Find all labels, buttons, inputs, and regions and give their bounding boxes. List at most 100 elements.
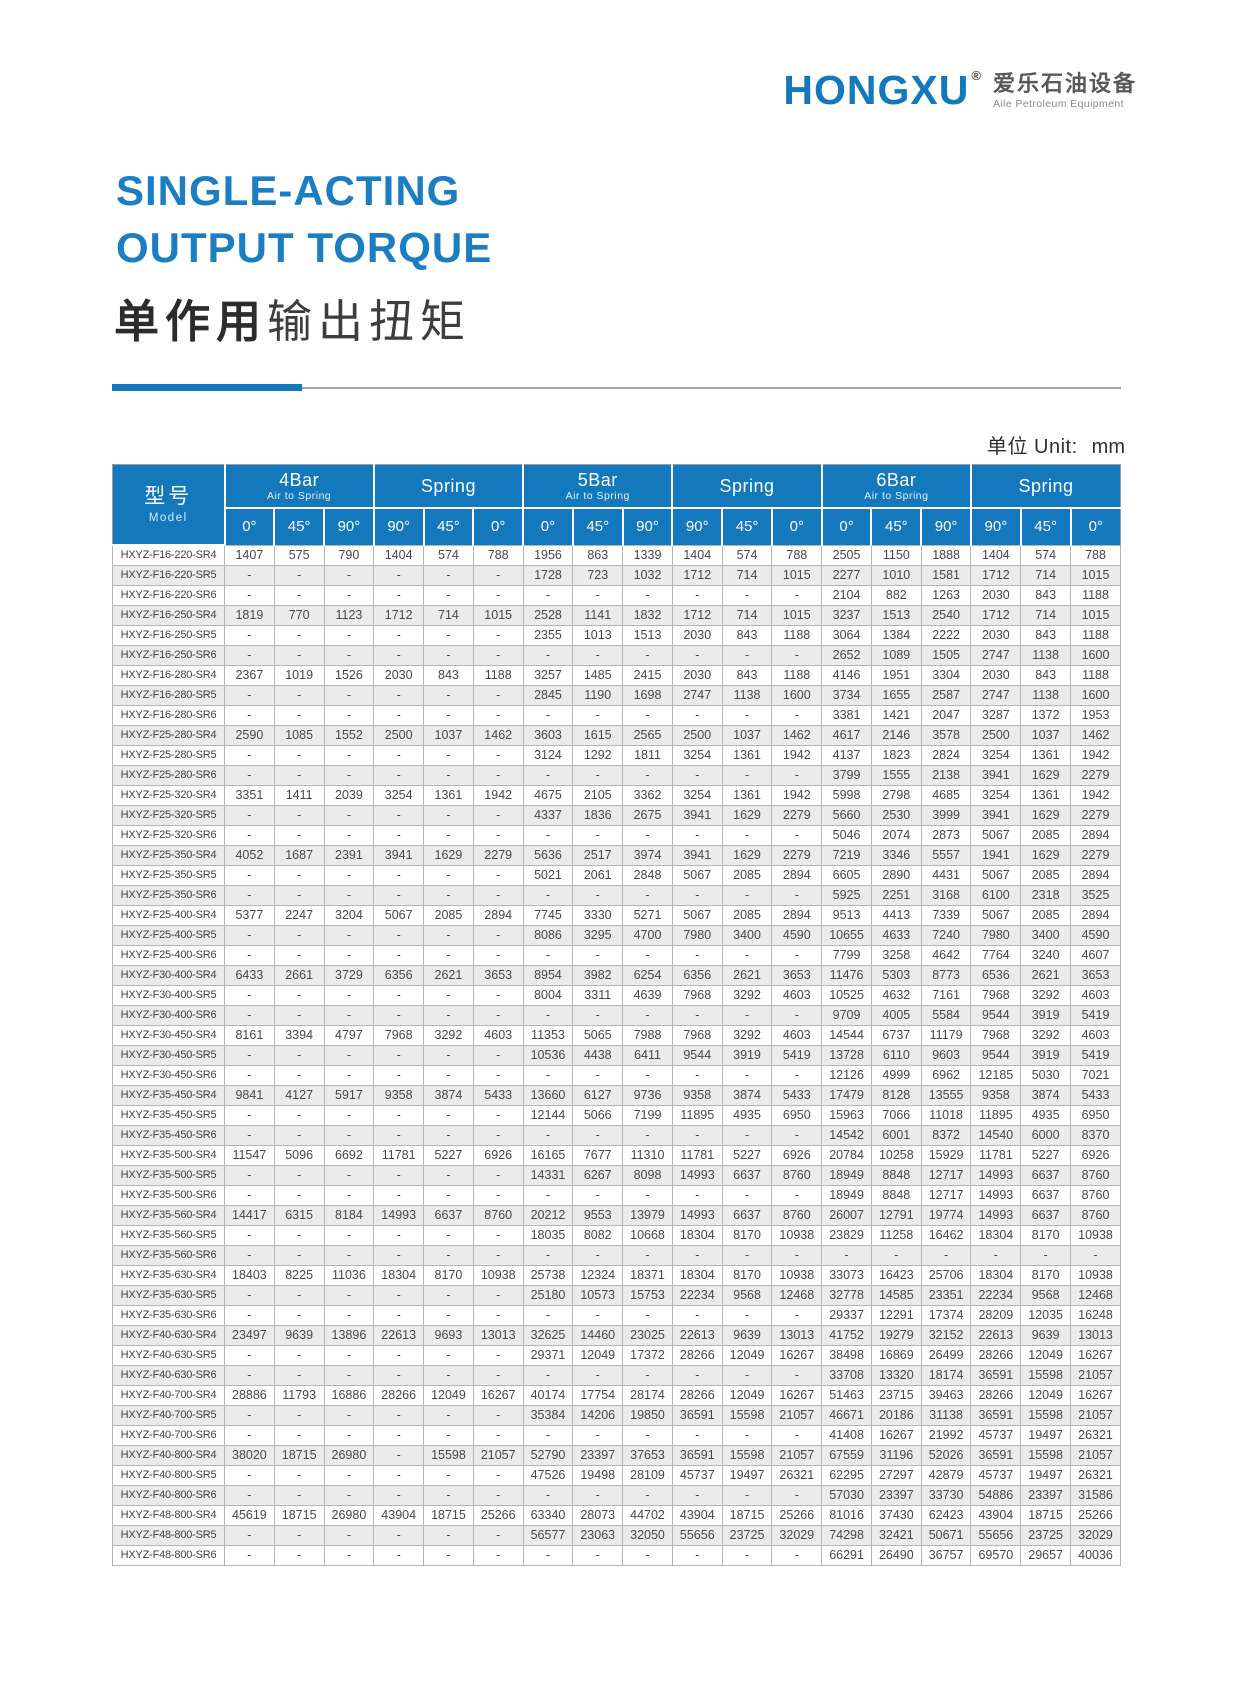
model-cell: HXYZ-F35-630-SR4	[112, 1265, 225, 1286]
value-cell: 13555	[920, 1085, 972, 1106]
value-cell: 2890	[870, 865, 922, 886]
value-cell: 714	[721, 605, 773, 626]
model-cell: HXYZ-F48-800-SR5	[112, 1525, 225, 1546]
value-cell: 13660	[522, 1085, 574, 1106]
value-cell: 2500	[970, 725, 1022, 746]
value-cell: -	[472, 685, 524, 706]
value-cell: 16869	[870, 1345, 922, 1366]
value-cell: -	[224, 765, 275, 786]
value-cell: -	[323, 865, 375, 886]
value-cell: -	[423, 1305, 474, 1326]
value-cell: -	[423, 765, 474, 786]
value-cell: 5419	[1070, 1045, 1121, 1066]
value-cell: 51463	[821, 1385, 872, 1406]
table-row: HXYZ-F16-280-SR5- - - - - -2845 1190 1698 2747 11…	[112, 685, 1121, 706]
value-cell: 1953	[1070, 705, 1121, 726]
value-cell: 12324	[572, 1265, 624, 1286]
value-cell: 25266	[472, 1505, 524, 1526]
page-title-cn-bold: 单作用	[114, 296, 268, 347]
value-cell: 3400	[721, 925, 773, 946]
value-cell: 4603	[1070, 985, 1121, 1006]
value-cell: 16267	[1070, 1345, 1121, 1366]
column-group-5-6bar: 6Bar Air to Spring	[820, 464, 972, 509]
value-cell: 18715	[1020, 1505, 1072, 1526]
unit-label: 单位 Unit:	[986, 436, 1078, 458]
value-cell: -	[671, 885, 723, 906]
degree-header: 0°	[472, 507, 525, 545]
value-cell: 2104	[821, 585, 872, 606]
value-cell: 63340	[522, 1505, 574, 1526]
value-cell: 12717	[920, 1185, 972, 1206]
value-cell: 2528	[522, 605, 574, 626]
value-cell: 11547	[224, 1145, 275, 1166]
value-cell: 28886	[224, 1385, 275, 1406]
model-cell: HXYZ-F25-400-SR6	[112, 945, 225, 966]
value-cell: 21057	[1070, 1365, 1121, 1386]
value-cell: 5227	[1020, 1145, 1072, 1166]
value-cell: -	[323, 885, 375, 906]
model-cell: HXYZ-F35-450-SR4	[112, 1085, 225, 1106]
value-cell: 12126	[821, 1065, 872, 1086]
value-cell: 44702	[622, 1505, 673, 1526]
value-cell: 23397	[572, 1445, 624, 1466]
value-cell: -	[224, 1125, 275, 1146]
model-cell: HXYZ-F48-800-SR6	[112, 1545, 225, 1566]
value-cell: 19497	[1020, 1465, 1072, 1486]
unit-note: 单位 Unit: mm	[987, 430, 1125, 459]
value-cell: 1037	[721, 725, 773, 746]
value-cell: 8170	[721, 1265, 773, 1286]
value-cell: 2085	[1020, 865, 1072, 886]
value-cell: 40174	[522, 1385, 574, 1406]
value-cell: -	[224, 1065, 275, 1086]
value-cell: -	[472, 985, 524, 1006]
value-cell: -	[472, 645, 524, 666]
table-row: HXYZ-F48-800-SR5- - - - - -56577 23063 32050 556…	[112, 1525, 1121, 1546]
value-cell: -	[273, 1545, 325, 1566]
value-cell: -	[323, 1125, 375, 1146]
value-cell: -	[224, 705, 275, 726]
table-row: HXYZ-F35-500-SR6- - - - - - - - - - - -18949 8848 127…	[112, 1185, 1121, 1206]
value-cell: -	[721, 645, 773, 666]
value-cell: -	[671, 1065, 723, 1086]
value-cell: 3254	[373, 785, 425, 806]
value-cell: 11036	[323, 1265, 375, 1286]
degree-header: 45°	[571, 507, 624, 545]
value-cell: 23725	[721, 1525, 773, 1546]
value-cell: 5303	[870, 965, 922, 986]
value-cell: 3653	[472, 965, 524, 986]
table-row: HXYZ-F35-560-SR6- - - - - - - - - - - - - - - - - -	[112, 1245, 1121, 1266]
value-cell: 14993	[970, 1165, 1022, 1186]
value-cell: 1421	[870, 705, 922, 726]
value-cell: 18304	[970, 1265, 1022, 1286]
value-cell: 23025	[622, 1325, 673, 1346]
model-cell: HXYZ-F40-800-SR4	[112, 1445, 225, 1466]
value-cell: -	[373, 1305, 425, 1326]
value-cell: -	[373, 1285, 425, 1306]
value-cell: 2873	[920, 825, 972, 846]
value-cell: 12291	[870, 1305, 922, 1326]
value-cell: 6100	[970, 885, 1022, 906]
value-cell: 4005	[870, 1005, 922, 1026]
value-cell: 18715	[273, 1445, 325, 1466]
value-cell: -	[472, 745, 524, 766]
value-cell: -	[423, 1425, 474, 1446]
model-cell: HXYZ-F30-400-SR4	[112, 965, 225, 986]
value-cell: 1462	[1070, 725, 1121, 746]
value-cell: -	[423, 585, 474, 606]
value-cell: 4935	[721, 1105, 773, 1126]
value-cell: -	[572, 1125, 624, 1146]
value-cell: -	[373, 1105, 425, 1126]
value-cell: 15753	[622, 1285, 673, 1306]
value-cell: -	[771, 645, 823, 666]
value-cell: -	[522, 1125, 574, 1146]
degree-header: 90°	[671, 507, 724, 545]
value-cell: -	[572, 1305, 624, 1326]
value-cell: 8170	[1020, 1225, 1072, 1246]
model-cell: HXYZ-F40-630-SR6	[112, 1365, 225, 1386]
value-cell: -	[622, 585, 673, 606]
value-cell: -	[323, 745, 375, 766]
value-cell: 4632	[870, 985, 922, 1006]
value-cell: 2505	[821, 544, 872, 566]
value-cell: 4675	[522, 785, 574, 806]
value-cell: -	[423, 1525, 474, 1546]
